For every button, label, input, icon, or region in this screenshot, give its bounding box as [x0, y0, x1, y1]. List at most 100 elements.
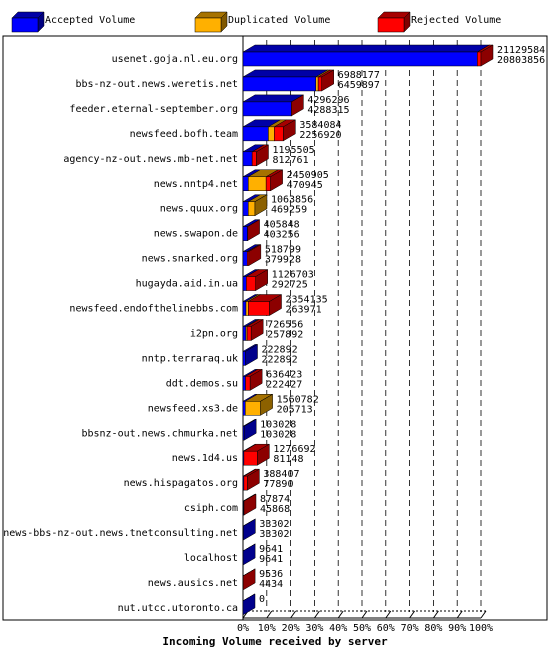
bar — [242, 351, 246, 366]
accepted-label: 292725 — [272, 280, 308, 291]
bar-side — [248, 244, 262, 267]
accepted-label: 2256920 — [299, 130, 341, 141]
accepted-label: 403256 — [264, 230, 300, 241]
y-tick-label: newsfeed.endofthelinebbs.com — [69, 304, 238, 315]
bar-side — [247, 219, 260, 242]
y-tick-label: feeder.eternal-september.org — [69, 104, 238, 115]
y-tick-label: i2pn.org — [190, 328, 238, 339]
bar-side — [255, 269, 268, 291]
accepted-label: 33302 — [259, 529, 289, 540]
bar-side — [242, 593, 256, 616]
total-label: 33302 — [259, 519, 289, 530]
x-tick-label: 40% — [329, 623, 347, 634]
bar-side — [260, 393, 273, 416]
bar-side — [249, 368, 263, 391]
total-label: 21129584 — [497, 45, 545, 56]
total-label: 103028 — [260, 419, 296, 430]
bar — [242, 176, 249, 191]
bar-side — [283, 119, 296, 142]
bar — [242, 51, 478, 67]
total-label: 636423 — [266, 369, 302, 380]
accepted-label: 77890 — [263, 479, 293, 490]
bar-side — [269, 294, 282, 316]
bar-side — [480, 44, 494, 67]
x-tick-label: 70% — [401, 623, 419, 634]
x-tick — [385, 610, 392, 619]
bar — [268, 126, 275, 142]
total-label: 9641 — [259, 544, 283, 555]
bar-top — [242, 44, 491, 53]
x-tick — [290, 610, 297, 619]
x-tick-label: 20% — [282, 623, 300, 634]
bar-side — [321, 69, 334, 92]
y-tick-label: news.quux.org — [160, 204, 238, 215]
bar — [251, 151, 257, 167]
bar — [245, 376, 251, 391]
bar-side — [250, 319, 264, 341]
x-tick-label: 50% — [353, 623, 371, 634]
y-tick-label: news.nntp4.net — [154, 179, 238, 190]
bar-side — [243, 518, 256, 541]
x-tick-label: 30% — [305, 623, 323, 634]
bar — [248, 201, 256, 216]
total-label: 4296296 — [307, 95, 349, 106]
accepted-label: 263971 — [286, 305, 322, 316]
x-tick — [409, 610, 416, 619]
bar-side — [270, 169, 283, 192]
total-label: 222892 — [261, 344, 297, 355]
legend-swatch — [377, 17, 405, 33]
total-label: 2450905 — [287, 170, 329, 181]
total-label: 6988177 — [338, 70, 380, 81]
bar-side — [245, 343, 258, 366]
bar — [265, 176, 271, 191]
x-tick — [456, 610, 463, 619]
y-tick-label: news.swapon.de — [154, 229, 238, 240]
total-label: 1560782 — [277, 394, 319, 405]
y-tick-label: newsfeed.xs3.de — [148, 403, 238, 414]
total-label: 405848 — [264, 220, 300, 231]
total-label: 2354135 — [286, 295, 328, 306]
bar-top — [242, 69, 329, 78]
bar-side — [291, 94, 304, 117]
x-tick-label: 10% — [258, 623, 276, 634]
bar — [245, 401, 261, 416]
y-tick-label: ddt.demos.su — [166, 378, 238, 389]
bar — [242, 401, 246, 416]
total-label: 1063856 — [271, 195, 313, 206]
bar — [242, 301, 247, 316]
bar-side — [257, 443, 270, 466]
accepted-label: 257892 — [267, 329, 303, 340]
total-label: 726556 — [267, 319, 303, 330]
y-tick-label: usenet.goja.nl.eu.org — [112, 54, 238, 65]
legend-swatch — [194, 17, 222, 33]
total-label: 9536 — [259, 569, 283, 580]
x-tick — [432, 610, 439, 619]
bar — [242, 151, 253, 167]
bar — [246, 326, 252, 341]
bar — [315, 76, 319, 92]
accepted-label: 205713 — [277, 404, 313, 415]
accepted-label: 222892 — [261, 354, 297, 365]
bar — [242, 251, 248, 266]
x-tick-label: 80% — [424, 623, 442, 634]
bar — [242, 201, 249, 216]
y-tick-label: news.snarked.org — [142, 254, 238, 265]
total-label: 1276692 — [273, 444, 315, 455]
y-tick-label: nut.utcc.utoronto.ca — [118, 603, 238, 614]
x-tick — [361, 610, 368, 619]
bar — [242, 101, 292, 117]
y-tick-label: nntp.terraraq.uk — [142, 353, 238, 364]
bar — [317, 76, 322, 92]
bar-side — [256, 144, 269, 167]
x-tick-label: 100% — [469, 623, 493, 634]
bar — [242, 126, 269, 142]
legend-swatch — [11, 17, 39, 33]
accepted-label: 81148 — [273, 454, 303, 465]
bar — [242, 376, 246, 391]
bar — [242, 326, 247, 341]
y-tick-label: news.ausics.net — [148, 578, 238, 589]
accepted-label: 9641 — [259, 554, 283, 565]
y-tick-label: bbsnz-out.news.chmurka.net — [81, 428, 238, 439]
x-tick-label: 0% — [237, 623, 249, 634]
bar-side — [242, 568, 256, 591]
